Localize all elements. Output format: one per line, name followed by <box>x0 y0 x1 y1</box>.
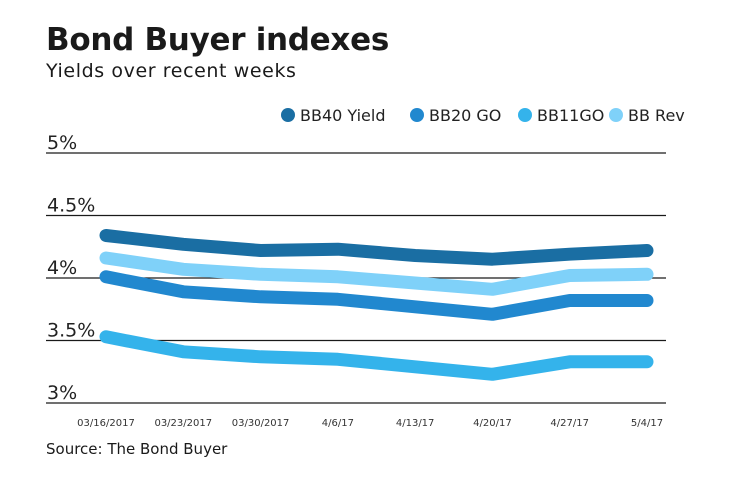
x-tick-label: 03/23/2017 <box>154 418 212 429</box>
x-tick-label: 5/4/17 <box>631 418 663 429</box>
series-line-bb40-yield <box>99 229 654 266</box>
series-line-bb-rev <box>99 251 654 296</box>
y-tick-label: 4% <box>47 257 77 279</box>
x-tick-label: 03/30/2017 <box>232 418 290 429</box>
legend-label: BB Rev <box>628 106 685 125</box>
x-tick-label: 4/13/17 <box>396 418 435 429</box>
legend-label: BB11GO <box>537 106 604 125</box>
series-line-bb20-go <box>99 270 654 321</box>
y-tick-label: 3% <box>47 382 77 404</box>
legend-swatch <box>410 108 424 122</box>
x-axis-ticks: 03/16/2017 03/23/2017 03/30/2017 4/6/17 4/13… <box>77 418 663 429</box>
y-axis-ticks: 5% 4.5% 4% 3.5% 3% <box>47 132 95 404</box>
x-tick-label: 03/16/2017 <box>77 418 135 429</box>
x-tick-label: 4/20/17 <box>473 418 512 429</box>
legend-label: BB20 GO <box>429 106 501 125</box>
legend-swatch <box>518 108 532 122</box>
y-tick-label: 3.5% <box>47 320 95 342</box>
series-line-bb11go <box>99 330 654 381</box>
legend-swatch <box>281 108 295 122</box>
x-tick-label: 4/27/17 <box>550 418 589 429</box>
legend: BB40 Yield BB20 GO BB11GO BB Rev <box>281 106 685 125</box>
chart-subtitle: Yields over recent weeks <box>46 60 297 82</box>
y-tick-label: 5% <box>47 132 77 154</box>
series-group <box>99 229 654 381</box>
chart-title: Bond Buyer indexes <box>46 22 389 58</box>
source-note: Source: The Bond Buyer <box>46 440 228 458</box>
legend-label: BB40 Yield <box>300 106 386 125</box>
y-tick-label: 4.5% <box>47 195 95 217</box>
x-tick-label: 4/6/17 <box>322 418 354 429</box>
legend-swatch <box>609 108 623 122</box>
